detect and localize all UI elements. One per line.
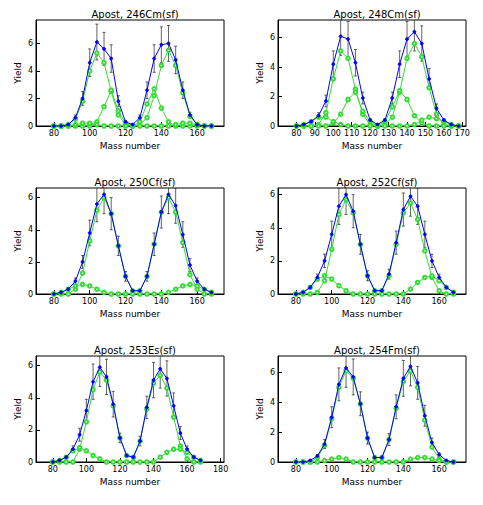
svg-text:Mass number: Mass number — [342, 309, 403, 319]
svg-text:140: 140 — [146, 465, 161, 474]
svg-text:Apost, 254Fm(sf): Apost, 254Fm(sf) — [334, 345, 420, 356]
svg-text:Mass number: Mass number — [342, 141, 403, 151]
svg-text:120: 120 — [118, 129, 133, 138]
svg-text:140: 140 — [399, 129, 414, 138]
svg-text:100: 100 — [326, 129, 341, 138]
svg-text:Yield: Yield — [13, 62, 23, 84]
svg-text:4: 4 — [270, 63, 275, 72]
svg-text:120: 120 — [360, 297, 375, 306]
svg-text:90: 90 — [310, 129, 320, 138]
svg-text:Apost, 246Cm(sf): Apost, 246Cm(sf) — [91, 9, 178, 20]
svg-text:Mass number: Mass number — [100, 309, 161, 319]
svg-text:6: 6 — [28, 361, 33, 370]
svg-text:Yield: Yield — [255, 230, 265, 252]
svg-text:160: 160 — [190, 129, 205, 138]
svg-text:120: 120 — [360, 465, 375, 474]
svg-text:140: 140 — [154, 297, 169, 306]
svg-text:0: 0 — [270, 122, 275, 131]
svg-text:140: 140 — [154, 129, 169, 138]
svg-text:120: 120 — [118, 297, 133, 306]
svg-text:Yield: Yield — [255, 62, 265, 84]
svg-text:100: 100 — [79, 465, 94, 474]
svg-text:4: 4 — [270, 398, 275, 407]
svg-text:Mass number: Mass number — [342, 477, 403, 487]
svg-text:2: 2 — [270, 428, 275, 437]
svg-text:Apost, 253Es(sf): Apost, 253Es(sf) — [94, 345, 176, 356]
svg-text:Yield: Yield — [13, 230, 23, 252]
svg-text:Yield: Yield — [255, 398, 265, 420]
svg-text:160: 160 — [432, 297, 447, 306]
svg-text:Apost, 248Cm(sf): Apost, 248Cm(sf) — [333, 9, 420, 20]
svg-text:80: 80 — [291, 297, 301, 306]
svg-text:0: 0 — [28, 458, 33, 467]
svg-text:100: 100 — [324, 465, 339, 474]
svg-text:Apost, 252Cf(sf): Apost, 252Cf(sf) — [337, 177, 418, 188]
svg-text:180: 180 — [213, 465, 228, 474]
svg-text:150: 150 — [418, 129, 433, 138]
svg-text:Mass number: Mass number — [100, 141, 161, 151]
svg-text:6: 6 — [28, 193, 33, 202]
svg-text:140: 140 — [396, 297, 411, 306]
svg-text:2: 2 — [270, 256, 275, 265]
svg-text:2: 2 — [28, 425, 33, 434]
svg-text:2: 2 — [270, 92, 275, 101]
svg-text:0: 0 — [28, 290, 33, 299]
svg-text:Yield: Yield — [13, 398, 23, 420]
svg-text:0: 0 — [270, 290, 275, 299]
svg-text:170: 170 — [455, 129, 470, 138]
svg-text:120: 120 — [363, 129, 378, 138]
svg-text:160: 160 — [190, 297, 205, 306]
svg-text:6: 6 — [28, 39, 33, 48]
svg-text:6: 6 — [270, 33, 275, 42]
svg-text:6: 6 — [270, 190, 275, 199]
svg-text:110: 110 — [344, 129, 359, 138]
svg-text:130: 130 — [381, 129, 396, 138]
svg-text:2: 2 — [28, 257, 33, 266]
svg-text:2: 2 — [28, 94, 33, 103]
svg-text:80: 80 — [291, 129, 301, 138]
svg-text:4: 4 — [28, 66, 33, 75]
svg-text:100: 100 — [324, 297, 339, 306]
svg-text:100: 100 — [82, 129, 97, 138]
svg-text:Apost, 250Cf(sf): Apost, 250Cf(sf) — [95, 177, 176, 188]
svg-text:160: 160 — [432, 465, 447, 474]
svg-text:4: 4 — [270, 223, 275, 232]
svg-text:4: 4 — [28, 393, 33, 402]
svg-text:100: 100 — [82, 297, 97, 306]
svg-text:80: 80 — [291, 465, 301, 474]
svg-text:6: 6 — [270, 368, 275, 377]
svg-text:160: 160 — [179, 465, 194, 474]
svg-text:80: 80 — [48, 465, 58, 474]
svg-text:Mass number: Mass number — [100, 477, 161, 487]
svg-text:80: 80 — [49, 129, 59, 138]
svg-text:0: 0 — [28, 122, 33, 131]
svg-text:120: 120 — [112, 465, 127, 474]
svg-text:160: 160 — [436, 129, 451, 138]
svg-text:140: 140 — [396, 465, 411, 474]
svg-text:0: 0 — [270, 458, 275, 467]
svg-text:80: 80 — [49, 297, 59, 306]
svg-text:4: 4 — [28, 225, 33, 234]
